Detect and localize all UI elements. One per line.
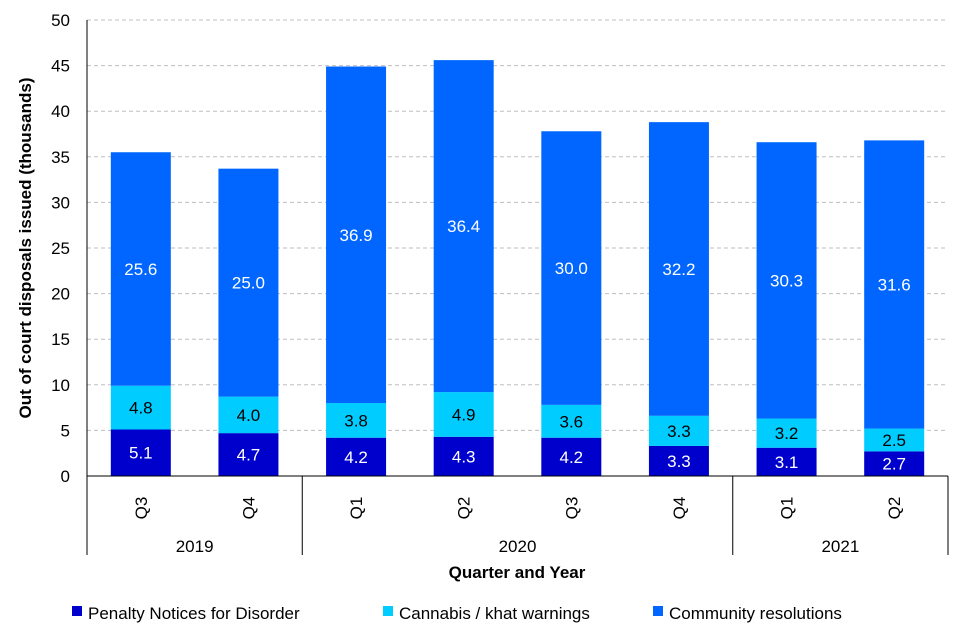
bar-segment	[326, 66, 387, 404]
bar-segment	[756, 418, 817, 448]
x-tick-label: Q1	[778, 497, 797, 520]
data-label: 30.3	[770, 271, 803, 290]
y-tick-label: 20	[51, 285, 70, 304]
bar-segment	[110, 152, 171, 386]
x-tick-labels: Q3 Q4 Q1 Q2 Q3 Q4 Q1 Q2 2019 2020 2021	[132, 497, 904, 556]
data-label: 3.2	[775, 424, 799, 443]
data-label: 4.7	[237, 446, 261, 465]
x-tick-label: Q4	[670, 497, 689, 520]
bar-segment	[326, 437, 387, 476]
data-label: 3.8	[344, 411, 368, 430]
bar-segment	[218, 168, 279, 397]
x-tick-label: Q4	[239, 497, 258, 520]
data-label: 36.4	[447, 217, 480, 236]
bar-segment	[433, 392, 494, 437]
data-label: 4.0	[237, 406, 261, 425]
x-group-label: 2019	[176, 537, 214, 556]
data-label: 4.2	[559, 448, 583, 467]
bar-segment	[756, 447, 817, 476]
data-label: 30.0	[555, 259, 588, 278]
data-label: 4.2	[344, 448, 368, 467]
legend: Penalty Notices for Disorder Cannabis / k…	[72, 604, 842, 623]
data-label: 32.2	[662, 260, 695, 279]
data-label: 3.3	[667, 452, 691, 471]
y-tick-label: 5	[61, 421, 70, 440]
x-tick-label: Q1	[347, 497, 366, 520]
bar-segment	[541, 437, 602, 476]
x-tick-label: Q2	[885, 497, 904, 520]
legend-label: Community resolutions	[669, 604, 842, 623]
bar-segment	[433, 60, 494, 393]
y-tick-label: 30	[51, 193, 70, 212]
y-tick-label: 45	[51, 57, 70, 76]
data-label: 4.3	[452, 447, 476, 466]
bar-segment	[218, 396, 279, 434]
bar-segment	[756, 142, 817, 419]
bar-segment	[648, 445, 709, 476]
data-label: 36.9	[340, 226, 373, 245]
y-tick-label: 35	[51, 148, 70, 167]
data-label: 25.0	[232, 274, 265, 293]
x-tick-label: Q3	[562, 497, 581, 520]
data-label: 4.8	[129, 399, 153, 418]
y-axis-title: Out of court disposals issued (thousands…	[16, 78, 35, 419]
bar-segment	[864, 451, 925, 476]
y-tick-label: 25	[51, 239, 70, 258]
legend-swatch	[383, 606, 393, 616]
gridlines	[87, 19, 948, 431]
bar-segment	[218, 433, 279, 476]
data-label: 5.1	[129, 444, 153, 463]
data-label: 25.6	[124, 260, 157, 279]
legend-label: Penalty Notices for Disorder	[88, 604, 300, 623]
y-tick-label: 40	[51, 102, 70, 121]
data-label: 3.6	[559, 412, 583, 431]
data-label: 3.3	[667, 422, 691, 441]
data-label: 31.6	[878, 275, 911, 294]
y-tick-label: 50	[51, 11, 70, 30]
bar-segment	[648, 122, 709, 416]
legend-label: Cannabis / khat warnings	[399, 604, 590, 623]
axes	[86, 20, 949, 555]
y-tick-label: 15	[51, 330, 70, 349]
data-label: 3.1	[775, 453, 799, 472]
data-label: 2.5	[882, 431, 906, 450]
legend-swatch	[72, 606, 82, 616]
y-tick-label: 0	[61, 467, 70, 486]
x-tick-label: Q3	[132, 497, 151, 520]
y-tick-labels: 0 5 10 15 20 25 30 35 40 45 50	[51, 11, 70, 486]
bar-segment	[864, 140, 925, 429]
x-group-label: 2021	[821, 537, 859, 556]
y-tick-label: 10	[51, 376, 70, 395]
bar-segment	[541, 131, 602, 405]
bar-segment	[648, 415, 709, 446]
bar-segment	[326, 403, 387, 438]
bar-segment	[864, 428, 925, 452]
x-group-label: 2020	[499, 537, 537, 556]
data-label: 4.9	[452, 405, 476, 424]
legend-swatch	[653, 606, 663, 616]
bar-segment	[110, 429, 171, 476]
x-tick-label: Q2	[455, 497, 474, 520]
data-label: 2.7	[882, 455, 906, 474]
bars: 5.1 4.8 25.6 4.7 4.0 25.0 4.2 3.8 36.9 4.3 4.9 36.4…	[110, 60, 925, 476]
x-axis-title: Quarter and Year	[449, 563, 586, 582]
bar-segment	[433, 436, 494, 476]
bar-segment	[110, 385, 171, 430]
bar-segment	[541, 404, 602, 438]
